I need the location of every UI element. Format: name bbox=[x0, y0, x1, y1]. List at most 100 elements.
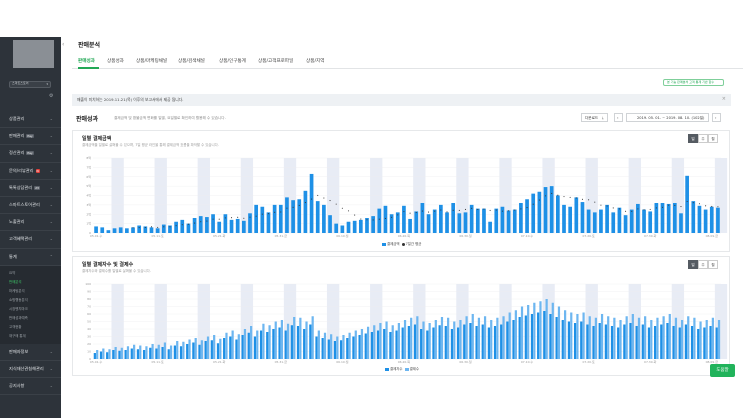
store-select[interactable]: 스마트스토어 ▾ bbox=[9, 81, 51, 88]
bar-payments bbox=[126, 346, 130, 359]
tab-product-region[interactable]: 상품/지역 bbox=[306, 59, 325, 64]
bar-payers bbox=[432, 327, 435, 359]
avg-point bbox=[286, 207, 288, 209]
avg-point bbox=[698, 203, 701, 205]
sidebar-item-talktalk[interactable]: 톡톡상담관리 23 ⌄ bbox=[0, 180, 61, 197]
bar-payers bbox=[229, 336, 232, 359]
tab-product-marketing[interactable]: 상품/마케팅채널 bbox=[136, 59, 168, 64]
sidebar: 스마트스토어 ▾ ⚙ 상품관리 ⌄ 판매관리 Pay ⌄ 정산관리 Pay ⌄ 문의… bbox=[0, 37, 61, 418]
bar bbox=[716, 207, 720, 233]
sidebar-item-notices[interactable]: 공지사항 ⌄ bbox=[0, 378, 61, 396]
avg-point bbox=[397, 214, 399, 216]
sidebar-item-settlement[interactable]: 정산관리 Pay ⌄ bbox=[0, 145, 61, 163]
bar-payers bbox=[647, 327, 651, 359]
bar-payments bbox=[668, 314, 671, 359]
sidebar-sub-forecast[interactable]: 판매성과예측 bbox=[9, 315, 28, 320]
y-tick-label: 40 bbox=[87, 327, 91, 331]
bar-payers bbox=[617, 327, 620, 359]
bar-payments bbox=[250, 326, 253, 359]
sidebar-item-ip[interactable]: 지식재산권침해관리 ⌄ bbox=[0, 361, 61, 379]
avg-point bbox=[378, 218, 380, 220]
segment-month[interactable]: 월 bbox=[708, 260, 718, 269]
bar bbox=[217, 221, 222, 233]
y-tick-label: 5억 bbox=[86, 183, 91, 188]
sidebar-item-sales[interactable]: 판매관리 Pay ⌄ bbox=[0, 128, 61, 146]
bar bbox=[118, 227, 123, 233]
segment-week[interactable]: 주 bbox=[698, 260, 708, 269]
bar-payers bbox=[253, 336, 257, 359]
y-tick-label: 10 bbox=[87, 350, 91, 354]
sidebar-sub-summary[interactable]: 요약 bbox=[9, 270, 16, 275]
tab-product-demographics[interactable]: 상품/인구통계 bbox=[219, 59, 246, 64]
sidebar-item-inquiries[interactable]: 문의/리뷰관리 N ⌄ bbox=[0, 163, 61, 180]
tab-sales-performance[interactable]: 판매성과 bbox=[78, 59, 95, 64]
bar-payers bbox=[136, 349, 140, 359]
sidebar-item-statistics[interactable]: 통계 ⌃ bbox=[0, 249, 61, 266]
bar-payers bbox=[493, 326, 497, 359]
bar bbox=[648, 211, 653, 233]
segment-month[interactable]: 월 bbox=[708, 134, 718, 143]
chevron-down-icon: ⌄ bbox=[49, 116, 53, 121]
sidebar-menu: 상품관리 ⌄ 판매관리 Pay ⌄ 정산관리 Pay ⌄ 문의/리뷰관리 N ⌄ 톡톡… bbox=[0, 111, 61, 396]
bar-payers bbox=[179, 346, 183, 359]
avg-point bbox=[625, 210, 627, 212]
x-tick-label: 05.21.화 bbox=[213, 359, 226, 364]
bar-payments bbox=[311, 316, 314, 359]
segment-day[interactable]: 일 bbox=[688, 260, 698, 269]
x-tick-label: 06.30.일 bbox=[459, 359, 472, 364]
legend-label: 결제자수 bbox=[390, 367, 403, 371]
sidebar-sub-repurchase[interactable]: 재구매 통계 bbox=[9, 333, 26, 338]
bar-payers bbox=[463, 324, 466, 359]
sidebar-item-exposure[interactable]: 노출관리 ⌄ bbox=[0, 214, 61, 232]
sidebar-item-label: 상품관리 bbox=[9, 116, 25, 121]
segment-week[interactable]: 주 bbox=[698, 134, 708, 143]
chevron-down-icon: ⌄ bbox=[49, 133, 53, 139]
avg-point bbox=[372, 219, 374, 221]
chevron-left-icon[interactable]: ‹ bbox=[62, 41, 65, 48]
bar bbox=[149, 227, 154, 233]
close-icon[interactable]: × bbox=[721, 96, 726, 102]
download-button[interactable]: 다운로드 ⤓ bbox=[581, 113, 608, 122]
compare-button[interactable]: 본 기능 판매분석 고객 통계 기반 함수 bbox=[663, 79, 724, 86]
sidebar-sub-sales-analysis[interactable]: 판매분석 bbox=[9, 279, 22, 284]
bar-payments bbox=[674, 317, 678, 359]
bar bbox=[365, 218, 369, 233]
sidebar-item-label: 문의/리뷰관리 N bbox=[9, 167, 40, 173]
sidebar-item-store[interactable]: 스마트스토어관리 ⌄ bbox=[0, 197, 61, 215]
avg-point bbox=[311, 198, 313, 200]
gear-icon[interactable]: ⚙ bbox=[49, 93, 54, 99]
bar-payments bbox=[607, 316, 610, 359]
help-button[interactable]: 도움말 bbox=[710, 364, 735, 377]
sidebar-item-products[interactable]: 상품관리 ⌄ bbox=[0, 111, 61, 129]
bar-payers bbox=[309, 324, 312, 359]
y-tick-label: 0 bbox=[89, 357, 91, 361]
bar-payments bbox=[576, 314, 579, 359]
segment-day[interactable]: 일 bbox=[688, 134, 698, 143]
bar bbox=[463, 212, 468, 233]
prev-period-button[interactable]: ‹ bbox=[614, 113, 623, 122]
bar-payments bbox=[711, 317, 714, 359]
x-tick-label: 05.21.화 bbox=[213, 233, 226, 238]
avg-point bbox=[138, 227, 140, 229]
tab-product-performance[interactable]: 상품성과 bbox=[107, 59, 124, 64]
sidebar-item-seller-info[interactable]: 판매자정보 ⌄ bbox=[0, 344, 61, 361]
bar-payments bbox=[453, 321, 456, 359]
tab-product-profile[interactable]: 상품/고객프로파일 bbox=[258, 59, 294, 64]
tab-product-search[interactable]: 상품/검색채널 bbox=[178, 59, 205, 64]
sidebar-sub-shopping-behavior[interactable]: 쇼핑행동분석 bbox=[9, 297, 28, 302]
x-tick-label: 06.30.일 bbox=[459, 233, 472, 238]
x-tick-label: 08.09.금 bbox=[706, 234, 719, 238]
sidebar-sub-customers[interactable]: 고객현황 bbox=[9, 324, 22, 329]
sidebar-sub-benchmark[interactable]: 시장벤치마크 bbox=[9, 306, 28, 311]
bar bbox=[679, 213, 683, 233]
bar-payments bbox=[656, 317, 659, 359]
bar-payments bbox=[139, 345, 142, 359]
date-range-picker[interactable]: 2019. 05. 01. ~ 2019. 08. 10. (102일) bbox=[626, 113, 709, 122]
bar bbox=[512, 209, 517, 233]
bar bbox=[377, 208, 382, 233]
sidebar-item-benefits[interactable]: 고객혜택관리 ⌄ bbox=[0, 231, 61, 249]
sidebar-sub-marketing[interactable]: 마케팅분석 bbox=[9, 288, 25, 293]
bar-payments bbox=[582, 312, 585, 359]
next-period-button[interactable]: › bbox=[712, 113, 721, 122]
bar bbox=[506, 210, 511, 233]
